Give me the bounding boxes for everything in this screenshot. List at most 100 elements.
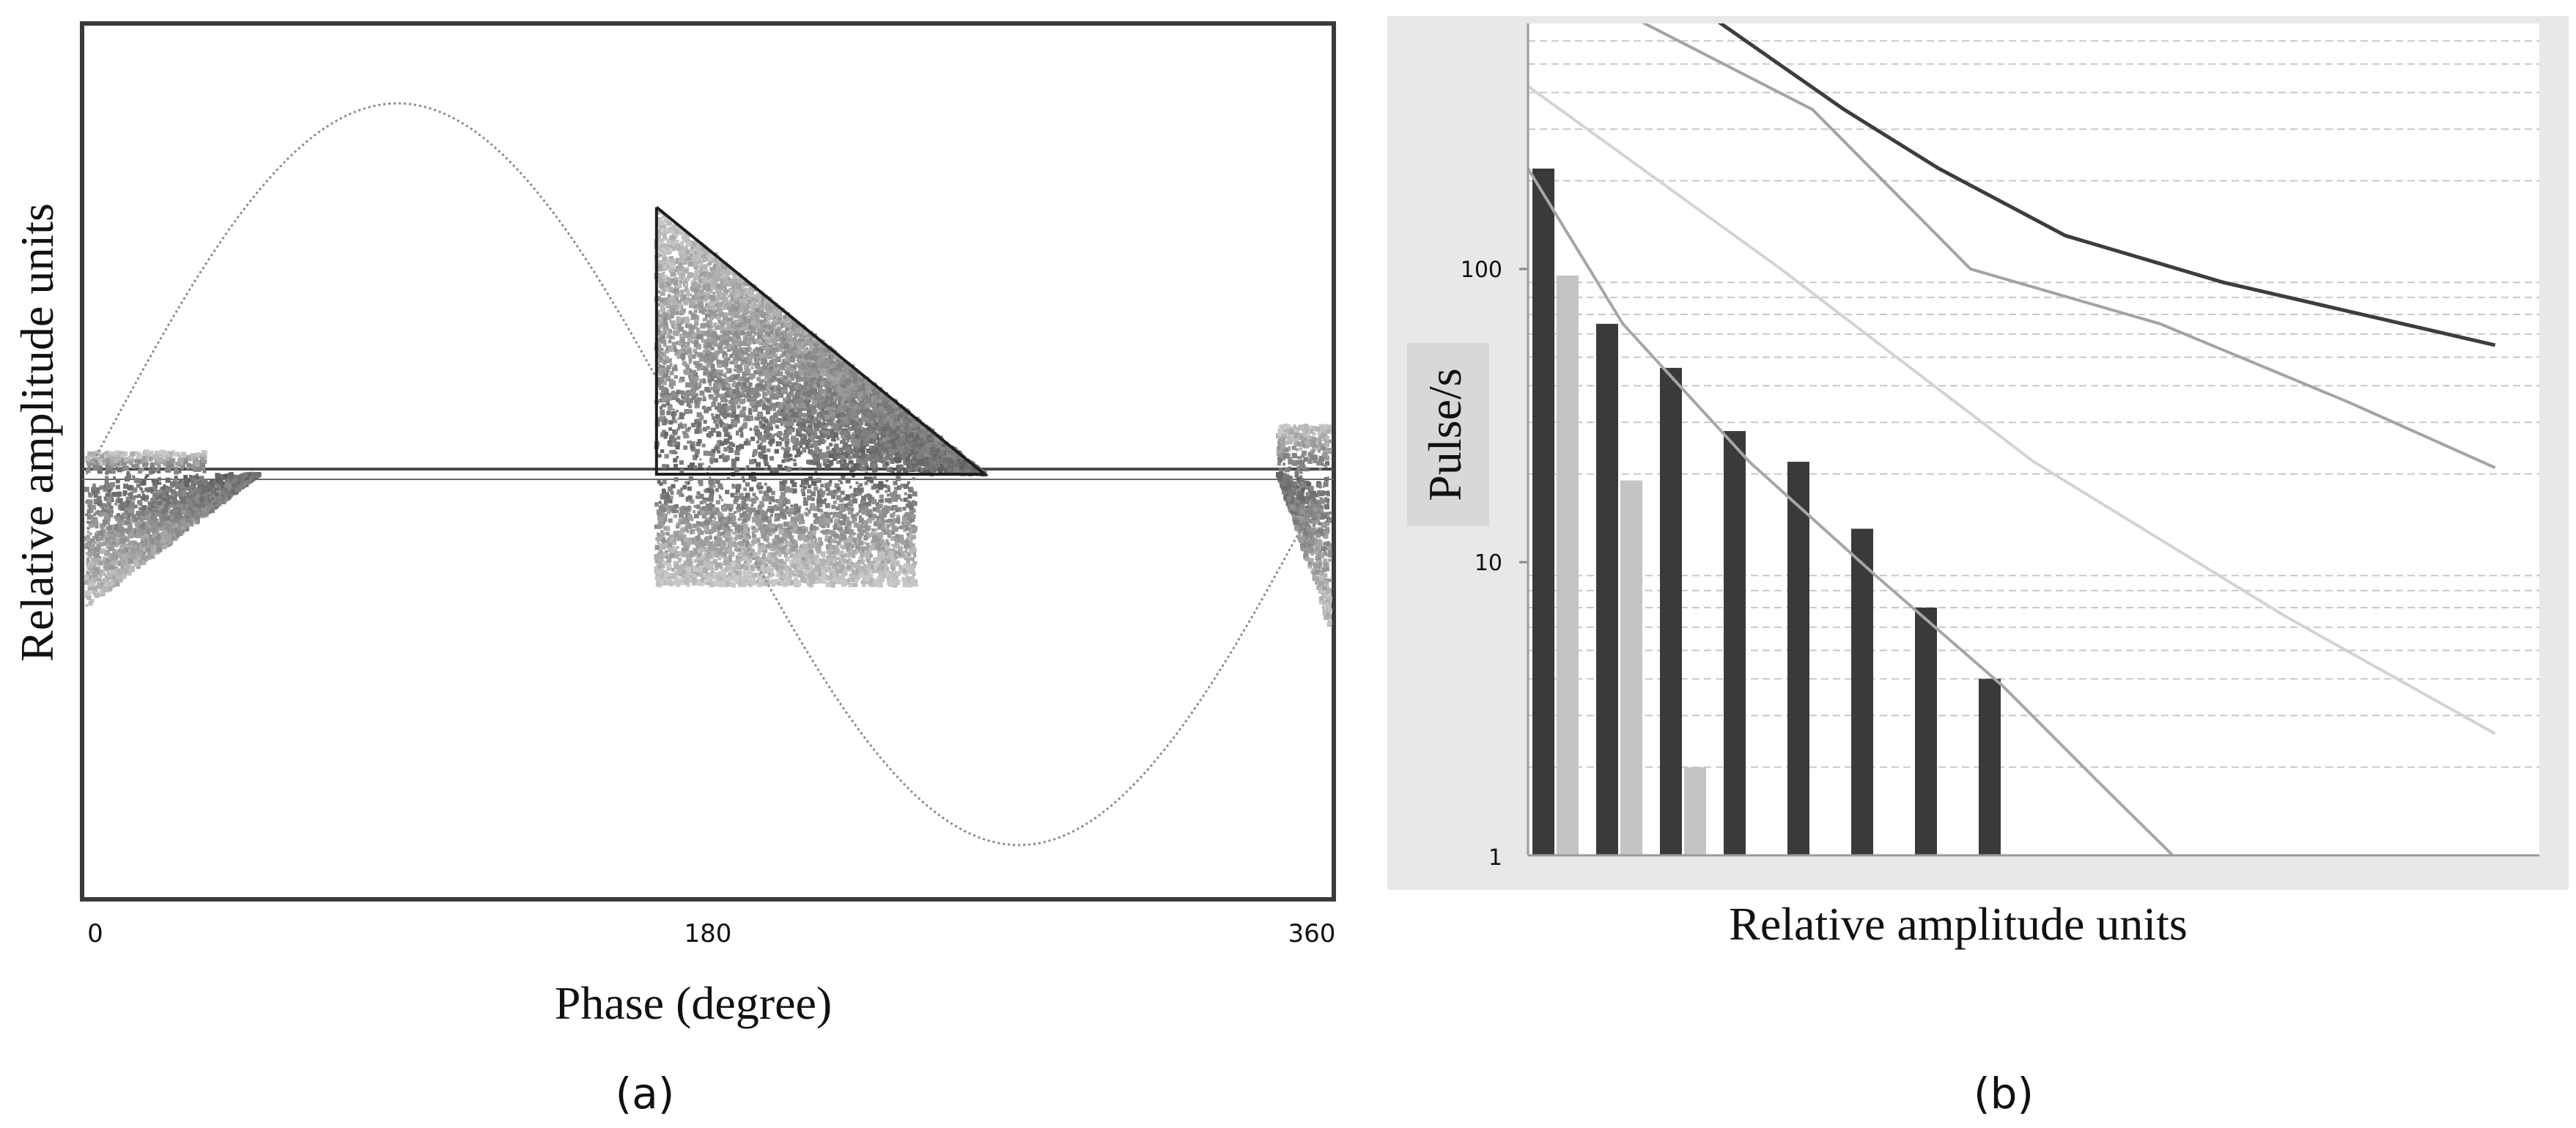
scatter-point [802,435,807,440]
scatter-point [772,327,776,331]
scatter-point [775,372,780,377]
scatter-point [769,426,773,431]
scatter-point [762,445,767,449]
scatter-point [171,450,175,454]
scatter-point [160,449,166,455]
scatter-point [779,437,783,440]
scatter-point [169,462,174,468]
scatter-point [144,449,150,455]
scatter-point [709,352,715,358]
scatter-point [860,417,866,423]
scatter-point [95,457,100,461]
scatter-point [120,454,124,457]
scatter-point [105,457,111,463]
scatter-point [174,453,178,457]
scatter-point [791,377,795,381]
scatter-point [731,462,737,468]
scatter-point [101,460,106,465]
scatter-point [865,420,871,425]
scatter-point [693,309,698,313]
scatter-point [822,396,827,399]
scatter-point [668,287,673,293]
scatter-point [720,282,726,287]
scatter-point [116,462,120,466]
scatter-point [202,451,206,455]
scatter-point [191,464,196,470]
scatter-point [674,451,678,454]
scatter-point [825,458,830,463]
scatter-point [667,331,672,336]
scatter-point [837,453,841,457]
scatter-point [156,450,160,454]
scatter-point [679,414,684,420]
scatter-point [124,457,129,462]
scatter-point [714,446,719,451]
scatter-point [674,296,679,301]
scatter-point [718,324,723,330]
scatter-point [797,390,800,394]
scatter-point [838,356,842,361]
scatter-point [148,468,154,474]
scatter-point [671,449,676,454]
scatter-point [714,279,719,284]
scatter-point [828,383,833,388]
scatter-point [708,431,714,437]
scatter-point [764,333,769,338]
scatter-point [133,463,139,468]
scatter-point [693,335,698,340]
scatter-point [849,388,855,394]
scatter-point [807,424,813,430]
scatter-point [780,419,786,424]
scatter-point [875,449,879,451]
scatter-point [712,369,716,373]
scatter-point [663,343,667,347]
scatter-point [911,456,915,460]
scatter-point [722,312,727,317]
scatter-point [138,454,143,460]
scatter-point [755,298,760,302]
scatter-point [905,467,911,473]
scatter-point [114,459,119,464]
scatter-point [771,391,775,395]
scatter-point [727,317,732,322]
scatter-point [808,440,811,444]
scatter-point [771,470,775,473]
scatter-point [843,430,846,434]
scatter-point [166,461,170,465]
scatter-point [675,261,679,265]
scatter-point [137,459,142,464]
scatter-point [157,470,161,474]
scatter-point [150,450,154,454]
scatter-point [715,413,720,419]
scatter-point [716,432,722,438]
scatter-point [784,441,789,446]
scatter-point [789,457,793,461]
scatter-point [757,435,763,440]
scatter-point [683,424,687,427]
scatter-point [663,361,667,365]
scatter-point [905,423,911,429]
scatter-point [659,230,663,235]
scatter-point [789,421,794,427]
scatter-point [693,286,696,290]
scatter-point [719,309,723,313]
panel-a-plot-area [82,23,1334,899]
scatter-point [163,459,168,464]
scatter-point [793,331,798,336]
scatter-point [811,397,815,401]
scatter-point [698,356,704,362]
scatter-point [693,455,698,460]
scatter-point [115,456,119,460]
scatter-point [798,384,802,388]
scatter-point [840,373,845,379]
scatter-point [676,435,681,440]
scatter-point [780,446,784,450]
scatter-point [93,465,99,471]
scatter-point [111,451,116,455]
scatter-point [739,287,745,292]
scatter-point [854,400,857,404]
scatter-point [728,441,734,446]
scatter-point [97,462,101,465]
scatter-point [720,394,726,400]
scatter-point [126,471,130,475]
